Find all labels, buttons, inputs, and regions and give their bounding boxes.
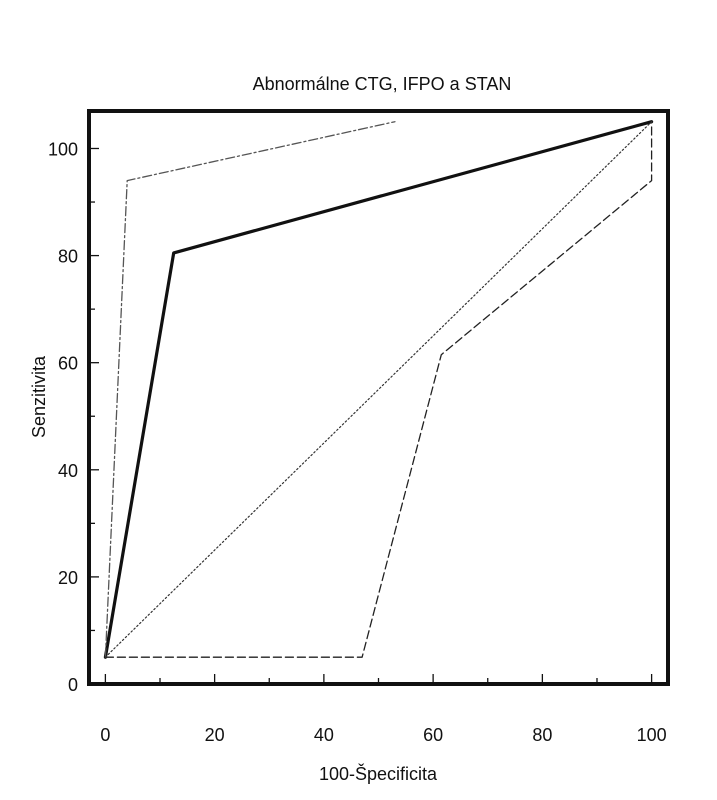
x-tick-label: 20: [205, 725, 225, 745]
series-lines: [103, 120, 654, 659]
chart-title: Abnormálne CTG, IFPO a STAN: [253, 74, 512, 94]
series-line-dotted: [104, 121, 653, 658]
x-tick-label: 0: [100, 725, 110, 745]
x-tick-label: 40: [314, 725, 334, 745]
x-tick-label: 80: [532, 725, 552, 745]
tick-labels: 0 20 40 60 80 100 0 20 40 60 80 100: [48, 139, 667, 745]
y-tick-label: 100: [48, 139, 78, 159]
y-tick-label: 40: [58, 461, 78, 481]
x-tick-label: 60: [423, 725, 443, 745]
series-line-dashed: [104, 121, 653, 658]
y-tick-label: 0: [68, 675, 78, 695]
y-tick-label: 20: [58, 568, 78, 588]
y-tick-label: 80: [58, 247, 78, 267]
x-axis-label: 100-Špecificita: [319, 763, 438, 784]
series-line-solid-bold: [103, 120, 654, 659]
y-axis-label: Senzitivita: [29, 355, 49, 438]
series-line-dash-dot: [104, 121, 396, 658]
x-tick-label: 100: [637, 725, 667, 745]
y-tick-label: 60: [58, 354, 78, 374]
axis-ticks: [89, 147, 653, 685]
